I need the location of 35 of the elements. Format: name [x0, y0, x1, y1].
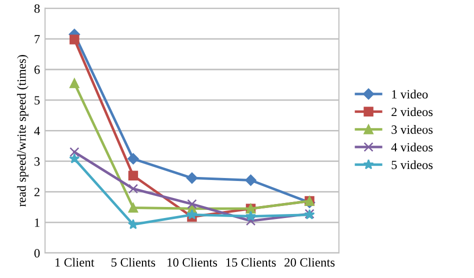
- point: [187, 199, 197, 209]
- point: [245, 174, 256, 186]
- legend-label: 5 videos: [392, 160, 433, 170]
- legend-label: 3 videos: [392, 125, 433, 134]
- point: [128, 202, 138, 213]
- y-tick-label: 3: [34, 157, 40, 166]
- point: [128, 218, 139, 230]
- y-tick-label: 0: [34, 249, 40, 258]
- point: [69, 153, 80, 164]
- legend-label: 2 videos: [392, 107, 433, 116]
- point: [70, 147, 80, 157]
- point: [128, 170, 138, 180]
- x-tick-label: 5 Clients: [112, 258, 156, 267]
- point: [70, 34, 80, 44]
- x-tick-label: 1 Client: [56, 258, 94, 267]
- y-tick-label: 6: [34, 66, 40, 74]
- point: [186, 209, 198, 220]
- y-tick-label: 8: [34, 4, 40, 13]
- point: [70, 78, 80, 88]
- point: [245, 210, 256, 221]
- point: [246, 216, 256, 226]
- y-tick-label: 1: [35, 218, 40, 227]
- x-tick-label: 20 Clients: [284, 258, 335, 267]
- x-tick-label: 10 Clients: [168, 258, 218, 267]
- legend-label: 1 video: [392, 90, 428, 99]
- y-axis-title: read speed/write speed (times): [17, 55, 28, 207]
- point: [128, 184, 138, 194]
- y-tick-label: 5: [34, 96, 40, 105]
- y-tick-label: 7: [34, 35, 40, 44]
- x-tick-label: 15 Clients: [226, 258, 276, 267]
- legend-label: 4 videos: [391, 142, 433, 152]
- y-tick-label: 4: [34, 126, 40, 135]
- point: [128, 153, 139, 164]
- y-tick-label: 2: [34, 188, 40, 196]
- point: [186, 172, 198, 184]
